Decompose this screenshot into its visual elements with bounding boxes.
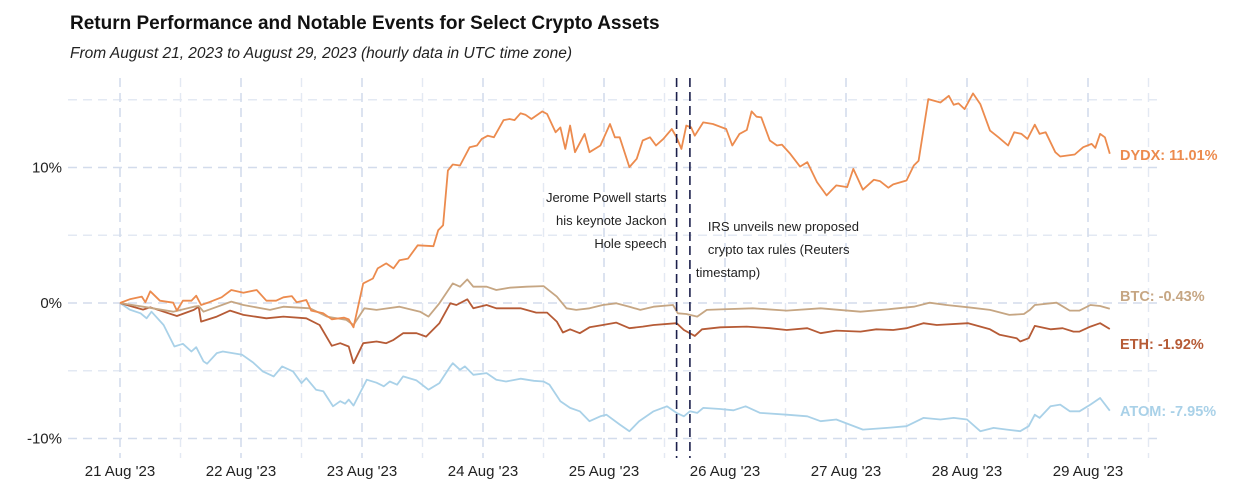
series-line-dydx [119, 92, 1111, 329]
x-tick-label: 28 Aug '23 [932, 463, 1002, 480]
series-end-labels: DYDX: 11.01% BTC: -0.43% ETH: -1.92% ATOM: … [1120, 148, 1218, 420]
series-line-atom [119, 302, 1111, 433]
grid-lines [68, 78, 1160, 458]
x-tick-label: 25 Aug '23 [569, 463, 639, 480]
end-label-btc: BTC: -0.43% [1120, 289, 1205, 305]
event-annotation-line: IRS unveils new proposed [708, 219, 859, 234]
event-annotation-line: Hole speech [594, 236, 666, 251]
x-tick-label: 26 Aug '23 [690, 463, 760, 480]
x-tick-label: 22 Aug '23 [206, 463, 276, 480]
chart-subtitle: From August 21, 2023 to August 29, 2023 … [70, 45, 572, 62]
x-tick-label: 27 Aug '23 [811, 463, 881, 480]
y-tick-label: -10% [27, 431, 62, 448]
event-annotation-line: Jerome Powell starts [546, 190, 667, 205]
x-tick-label: 23 Aug '23 [327, 463, 397, 480]
x-axis-ticks: 21 Aug '23 22 Aug '23 23 Aug '23 24 Aug '23… [85, 463, 1123, 480]
x-tick-label: 29 Aug '23 [1053, 463, 1123, 480]
x-tick-label: 21 Aug '23 [85, 463, 155, 480]
event-markers: Jerome Powell starts his keynote Jackon Ho… [546, 78, 859, 458]
series-line-eth [119, 298, 1111, 365]
y-tick-label: 0% [40, 295, 62, 312]
end-label-atom: ATOM: -7.95% [1120, 404, 1216, 420]
end-label-dydx: DYDX: 11.01% [1120, 148, 1218, 164]
x-tick-label: 24 Aug '23 [448, 463, 518, 480]
y-axis-ticks: 10% 0% -10% [27, 160, 62, 448]
end-label-eth: ETH: -1.92% [1120, 337, 1204, 353]
event-annotation-line: his keynote Jackon [556, 213, 667, 228]
series-lines [119, 92, 1111, 433]
chart-title: Return Performance and Notable Events fo… [70, 13, 660, 34]
event-annotation-line: timestamp) [696, 265, 760, 280]
event-annotation-line: crypto tax rules (Reuters [708, 242, 850, 257]
y-tick-label: 10% [32, 160, 62, 177]
